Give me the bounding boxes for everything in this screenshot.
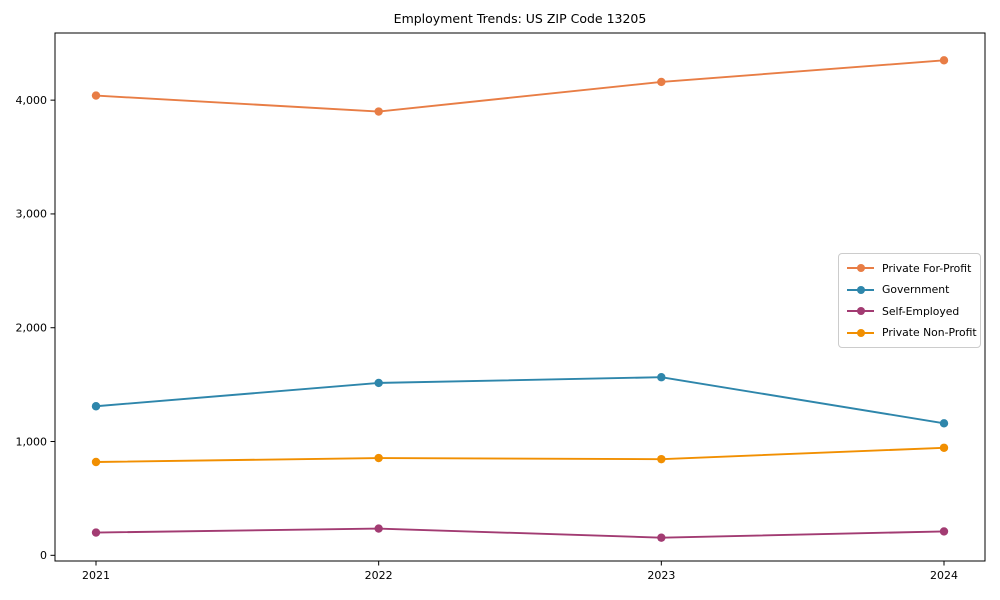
data-point-self-employed (939, 527, 949, 536)
line-series-government (95, 376, 945, 425)
x-tick-label: 2024 (930, 569, 958, 582)
data-point-government (939, 419, 949, 428)
data-point-government (657, 373, 666, 382)
line-series-self-employed (95, 527, 945, 539)
legend-marker-icon (847, 285, 874, 294)
legend-dot-swatch (856, 264, 865, 273)
data-point-private-non-profit (374, 453, 383, 463)
legend-dot-swatch (856, 307, 865, 316)
data-point-private-non-profit (939, 443, 949, 452)
data-point-self-employed (91, 528, 101, 537)
chart-title: Employment Trends: US ZIP Code 13205 (393, 11, 647, 26)
data-point-private-non-profit (657, 454, 666, 464)
data-point-private-non-profit (91, 457, 101, 467)
legend-label: Government (882, 283, 950, 297)
data-point-private-for-profit (939, 56, 949, 65)
x-tick-label: 2021 (82, 569, 110, 582)
y-tick-label: 2,000 (16, 322, 48, 335)
x-tick-label: 2023 (647, 569, 675, 582)
x-tick-label: 2022 (365, 569, 393, 582)
legend-marker-icon (847, 264, 874, 273)
data-point-self-employed (374, 524, 383, 533)
legend-label: Private Non-Profit (882, 326, 977, 340)
legend-marker-icon (847, 307, 874, 316)
legend-item: Government (847, 281, 972, 300)
data-point-private-for-profit (374, 107, 383, 116)
data-point-private-for-profit (91, 91, 101, 100)
legend-dot-swatch (856, 328, 865, 337)
line-series-private-non-profit (95, 446, 945, 463)
legend-marker-icon (847, 328, 874, 337)
y-tick-label: 1,000 (16, 435, 48, 448)
legend-item: Private For-Profit (847, 259, 972, 278)
legend-label: Self-Employed (882, 304, 960, 318)
data-point-government (91, 402, 101, 411)
legend: Private For-Profit Government Self-Employe… (838, 253, 981, 348)
y-tick-label: 4,000 (16, 94, 48, 107)
legend-dot-swatch (856, 285, 865, 294)
legend-item: Self-Employed (847, 302, 972, 321)
plot-frame (54, 32, 986, 562)
data-point-self-employed (657, 533, 666, 542)
y-tick-label: 0 (40, 549, 47, 562)
data-point-private-for-profit (657, 77, 666, 87)
line-series-private-for-profit (95, 59, 945, 113)
data-point-government (374, 378, 383, 388)
y-tick-label: 3,000 (16, 208, 48, 221)
legend-label: Private For-Profit (882, 261, 972, 275)
legend-item: Private Non-Profit (847, 324, 977, 343)
